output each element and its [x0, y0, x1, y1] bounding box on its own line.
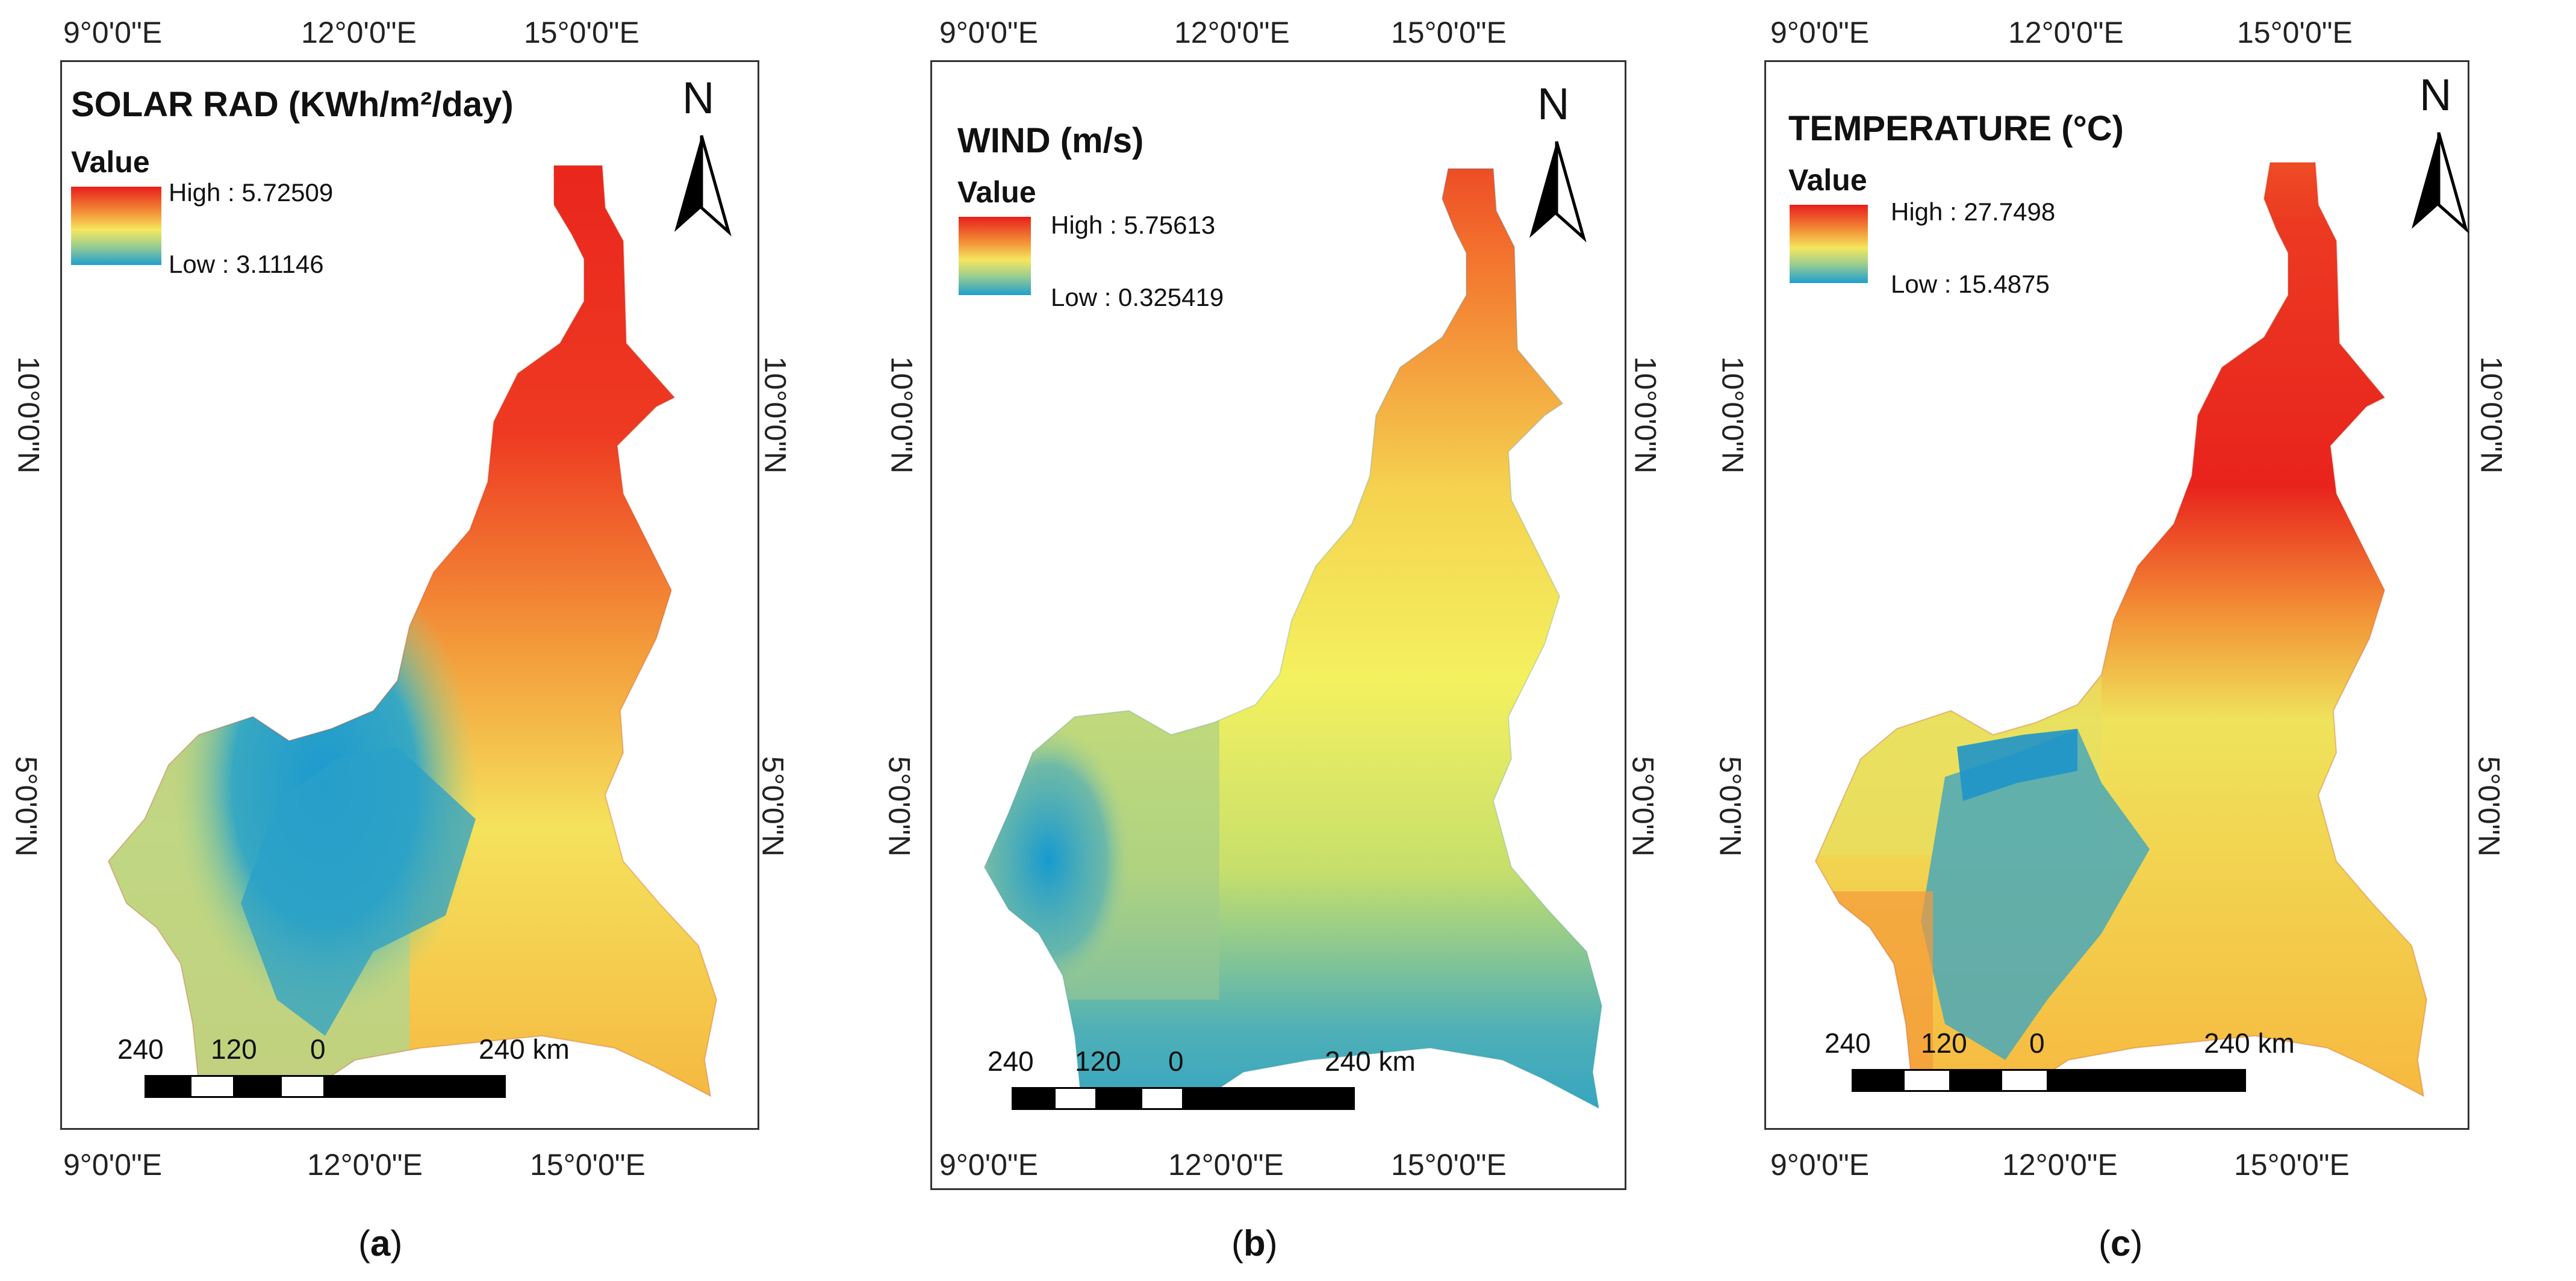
lat-label-right-10: 10°0'0"N [1628, 356, 1663, 474]
scale-label-0: 0 [310, 1033, 326, 1065]
north-arrow: N [665, 73, 738, 241]
lon-label-top-15: 15°0'0"E [2237, 16, 2353, 49]
north-arrow: N [2403, 70, 2475, 238]
lat-label-right-10: 10°0'0"N [2474, 356, 2509, 474]
north-arrow-label: N [1537, 79, 1570, 129]
north-arrow-icon [674, 135, 732, 237]
legend-high-label: High : 5.75613 [1051, 211, 1216, 239]
legend-low-label: Low : 15.4875 [1891, 270, 2050, 298]
scale-label-240-left: 240 [117, 1033, 164, 1065]
lat-label-right-5: 5°0'0"N [2472, 756, 2506, 857]
scale-label-0: 0 [2029, 1027, 2045, 1059]
legend-high-label: High : 5.72509 [169, 178, 334, 207]
map-title: WIND (m/s) [957, 121, 1144, 160]
lon-label-bottom-9: 9°0'0"E [1770, 1148, 1870, 1182]
lon-label-bottom-15: 15°0'0"E [1391, 1148, 1507, 1182]
scale-segment [1951, 1069, 2000, 1092]
scale-segment [235, 1075, 280, 1098]
panel-caption: (a) [358, 1223, 403, 1264]
scale-label-240-km: 240 km [1325, 1046, 1416, 1077]
scale-label-0: 0 [1168, 1046, 1184, 1077]
scale-segment [190, 1075, 235, 1098]
lon-label-top-12: 12°0'0"E [2008, 16, 2124, 49]
scale-label-240-km: 240 km [479, 1033, 570, 1065]
lon-label-top-12: 12°0'0"E [301, 16, 417, 49]
north-arrow-icon [2412, 132, 2469, 234]
north-arrow: N [1520, 79, 1593, 247]
lon-label-top-9: 9°0'0"E [1770, 16, 1870, 49]
scale-segment [1852, 1069, 1903, 1092]
north-arrow-icon [1529, 141, 1587, 243]
north-arrow-label: N [2419, 70, 2452, 120]
panel-caption: (c) [2098, 1223, 2143, 1264]
scale-label-120: 120 [211, 1033, 257, 1065]
legend-color-ramp [1790, 205, 1868, 283]
lon-label-bottom-12: 12°0'0"E [1168, 1148, 1284, 1182]
lat-label-left-10: 10°0'0"N [1716, 356, 1750, 474]
lat-label-left-5: 5°0'0"N [9, 756, 43, 857]
scale-segment [1054, 1087, 1097, 1110]
map-title: SOLAR RAD (KWh/m²/day) [71, 85, 514, 124]
lat-label-left-10: 10°0'0"N [11, 356, 46, 474]
scale-segment [2049, 1069, 2246, 1092]
lat-label-left-10: 10°0'0"N [885, 356, 919, 474]
legend-heading: Value [1788, 163, 1867, 197]
legend-high-label: High : 27.7498 [1891, 198, 2056, 226]
lat-label-left-5: 5°0'0"N [882, 756, 916, 857]
scale-segment [1140, 1087, 1184, 1110]
legend-color-ramp [959, 217, 1031, 295]
wind-speed-map [930, 60, 1623, 1186]
legend-heading: Value [957, 175, 1036, 209]
lon-label-bottom-9: 9°0'0"E [63, 1148, 163, 1182]
lon-label-top-15: 15°0'0"E [524, 16, 639, 49]
map-title: TEMPERATURE (°C) [1788, 109, 2124, 148]
lon-label-top-15: 15°0'0"E [1391, 16, 1507, 49]
panel-b: 9°0'0"E 12°0'0"E 15°0'0"E 10°0'0"N 5°0'0… [843, 0, 1710, 1281]
legend-heading: Value [71, 145, 150, 179]
scale-label-120: 120 [1075, 1046, 1121, 1077]
legend-color-ramp [71, 187, 161, 265]
scale-bar: 240 120 0 240 km [117, 1033, 570, 1105]
legend-low-label: Low : 0.325419 [1051, 283, 1224, 311]
lat-label-right-10: 10°0'0"N [758, 356, 792, 474]
scale-label-120: 120 [1921, 1027, 1967, 1059]
temperature-map [1764, 60, 2466, 1126]
scale-segment [280, 1075, 325, 1098]
scale-segment [1903, 1069, 1951, 1092]
scale-bar: 240 120 0 240 km [1825, 1027, 2295, 1099]
scale-segment [325, 1075, 506, 1098]
lat-label-right-5: 5°0'0"N [756, 756, 790, 857]
scale-label-240-km: 240 km [2204, 1027, 2295, 1059]
lat-label-left-5: 5°0'0"N [1713, 756, 1747, 857]
legend-low-label: Low : 3.11146 [169, 250, 324, 278]
lon-label-top-12: 12°0'0"E [1174, 16, 1290, 49]
panel-c: 9°0'0"E 12°0'0"E 15°0'0"E 10°0'0"N 5°0'0… [1710, 0, 2576, 1281]
scale-segment [1097, 1087, 1140, 1110]
scale-segment [2000, 1069, 2049, 1092]
lon-label-bottom-15: 15°0'0"E [530, 1148, 646, 1182]
lon-label-bottom-15: 15°0'0"E [2234, 1148, 2350, 1182]
lon-label-top-9: 9°0'0"E [63, 16, 163, 49]
lon-label-bottom-12: 12°0'0"E [307, 1148, 423, 1182]
scale-segment [1184, 1087, 1355, 1110]
lon-label-top-9: 9°0'0"E [939, 16, 1039, 49]
panel-a: 9°0'0"E 12°0'0"E 15°0'0"E 10°0'0"N 5°0'0… [0, 0, 843, 1281]
lon-label-bottom-12: 12°0'0"E [2002, 1148, 2118, 1182]
north-arrow-label: N [682, 73, 715, 123]
scale-bar: 240 120 0 240 km [988, 1045, 1416, 1117]
scale-label-240-left: 240 [1825, 1027, 1871, 1059]
lat-label-right-5: 5°0'0"N [1626, 756, 1660, 857]
scale-segment [145, 1075, 190, 1098]
panel-caption: (b) [1231, 1223, 1278, 1264]
lon-label-bottom-9: 9°0'0"E [939, 1148, 1039, 1182]
scale-segment [1012, 1087, 1054, 1110]
scale-label-240-left: 240 [988, 1046, 1034, 1077]
solar-radiation-map [60, 60, 756, 1126]
